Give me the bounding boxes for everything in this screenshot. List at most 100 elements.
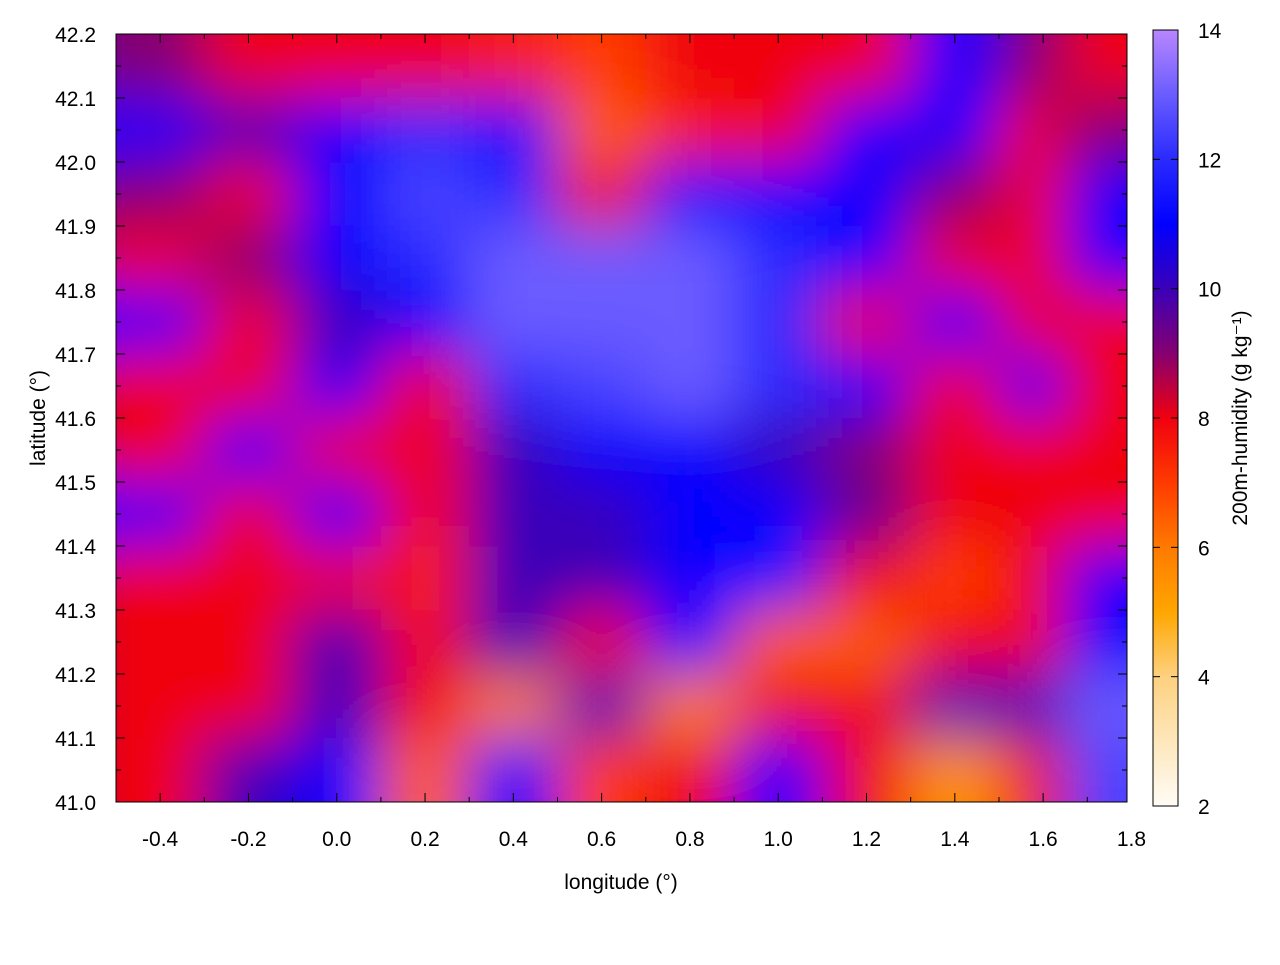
heatmap-cell (1065, 98, 1127, 163)
heatmap-cell (557, 162, 647, 227)
heatmap-cell (469, 290, 559, 355)
heatmap-cell (380, 738, 471, 802)
x-tick-label: -0.2 (230, 828, 266, 851)
heatmap-cell (380, 674, 471, 739)
colorbar-tick-label: 6 (1198, 537, 1210, 560)
y-tick-label: 41.7 (55, 344, 96, 367)
heatmap-cell (910, 674, 1000, 739)
heatmap-cell (1065, 162, 1127, 227)
heatmap-cell (116, 482, 206, 547)
heatmap-cell (204, 546, 294, 611)
heatmap-cell (292, 226, 382, 291)
heatmap-cell (469, 482, 559, 547)
heatmap-cell (645, 290, 736, 355)
heatmap-cell (734, 290, 824, 355)
y-tick-label: 41.6 (55, 408, 96, 431)
heatmap-cell (557, 738, 647, 802)
x-tick-label: -0.4 (142, 828, 179, 851)
heatmap-cell (645, 610, 736, 675)
heatmap-cell (910, 354, 1000, 419)
x-tick-label: 0.8 (675, 828, 704, 851)
heatmap-cell (910, 98, 1000, 163)
heatmap-cell (116, 546, 206, 611)
heatmap-cell (380, 98, 471, 163)
heatmap-cell (734, 546, 824, 611)
heatmap-cell (292, 418, 382, 483)
heatmap-cell (734, 98, 824, 163)
colorbar-label: 200m-humidity (g kg⁻¹) (1229, 310, 1252, 525)
heatmap-cell (204, 482, 294, 547)
heatmap-cell (734, 418, 824, 483)
heatmap-cell (116, 162, 206, 227)
heatmap-cell (380, 226, 471, 291)
heatmap-cell (910, 418, 1000, 483)
heatmap-cell (822, 738, 912, 802)
heatmap-cell (292, 354, 382, 419)
heatmap-cell (734, 162, 824, 227)
y-tick-label: 41.8 (55, 280, 96, 303)
colorbar-tick-label: 8 (1198, 408, 1210, 431)
heatmap-cell (822, 98, 912, 163)
heatmap-cell (380, 34, 471, 99)
heatmap-cell (1065, 34, 1127, 99)
y-tick-label: 41.0 (55, 792, 96, 815)
heatmap-cell (204, 162, 294, 227)
heatmap-cell (557, 354, 647, 419)
x-tick-label: 0.2 (410, 828, 439, 851)
heatmap-cell (734, 482, 824, 547)
heatmap-cell (822, 674, 912, 739)
x-tick-label: 1.8 (1117, 828, 1146, 851)
heatmap-cells (116, 34, 1127, 802)
heatmap-cell (292, 162, 382, 227)
heatmap-cell (469, 610, 559, 675)
heatmap-cell (557, 482, 647, 547)
heatmap-cell (469, 738, 559, 802)
heatmap-cell (645, 482, 736, 547)
y-tick-label: 42.1 (55, 88, 96, 111)
colorbar-tick-label: 14 (1198, 20, 1222, 43)
y-tick-label: 41.1 (55, 728, 96, 751)
heatmap-cell (204, 610, 294, 675)
heatmap-cell (380, 162, 471, 227)
heatmap-cell (910, 226, 1000, 291)
colorbar-axis: 2 4 6 8 10 12 14 (1153, 20, 1222, 819)
heatmap-cell (645, 354, 736, 419)
heatmap-cell (204, 226, 294, 291)
y-tick-label: 42.2 (55, 24, 96, 47)
y-tick-label: 41.2 (55, 664, 96, 687)
heatmap-cell (1065, 226, 1127, 291)
heatmap-cell (822, 546, 912, 611)
heatmap-cell (910, 546, 1000, 611)
heatmap-cell (822, 418, 912, 483)
heatmap-cell (557, 418, 647, 483)
heatmap-cell (557, 290, 647, 355)
heatmap-cell (1065, 354, 1127, 419)
heatmap-cell (292, 674, 382, 739)
y-tick-label: 41.9 (55, 216, 96, 239)
heatmap-cell (822, 482, 912, 547)
heatmap-cell (645, 674, 736, 739)
heatmap-cell (822, 226, 912, 291)
heatmap-cell (292, 738, 382, 802)
x-tick-label: 0.4 (499, 828, 529, 851)
heatmap-cell (116, 610, 206, 675)
heatmap-cell (822, 290, 912, 355)
x-axis: -0.4 -0.2 0.0 0.2 0.4 0.6 0.8 1.0 1.2 1.4 1.6 1.8 (115, 34, 1146, 851)
heatmap-cell (1065, 290, 1127, 355)
heatmap-cell (469, 98, 559, 163)
heatmap-cell (1065, 546, 1127, 611)
y-axis: 41.0 41.1 41.2 41.3 41.4 41.5 41.6 41.7 41.8 41.9… (55, 24, 1127, 815)
heatmap-cell (645, 34, 736, 99)
heatmap-cell (204, 738, 294, 802)
heatmap-cell (116, 290, 206, 355)
colorbar-tick-label: 10 (1198, 279, 1221, 302)
heatmap-cell (645, 546, 736, 611)
heatmap-cell (292, 98, 382, 163)
heatmap-cell (204, 674, 294, 739)
heatmap-cell (469, 226, 559, 291)
heatmap-cell (469, 34, 559, 99)
heatmap-cell (910, 738, 1000, 802)
heatmap-cell (557, 546, 647, 611)
heatmap-cell (734, 34, 824, 99)
